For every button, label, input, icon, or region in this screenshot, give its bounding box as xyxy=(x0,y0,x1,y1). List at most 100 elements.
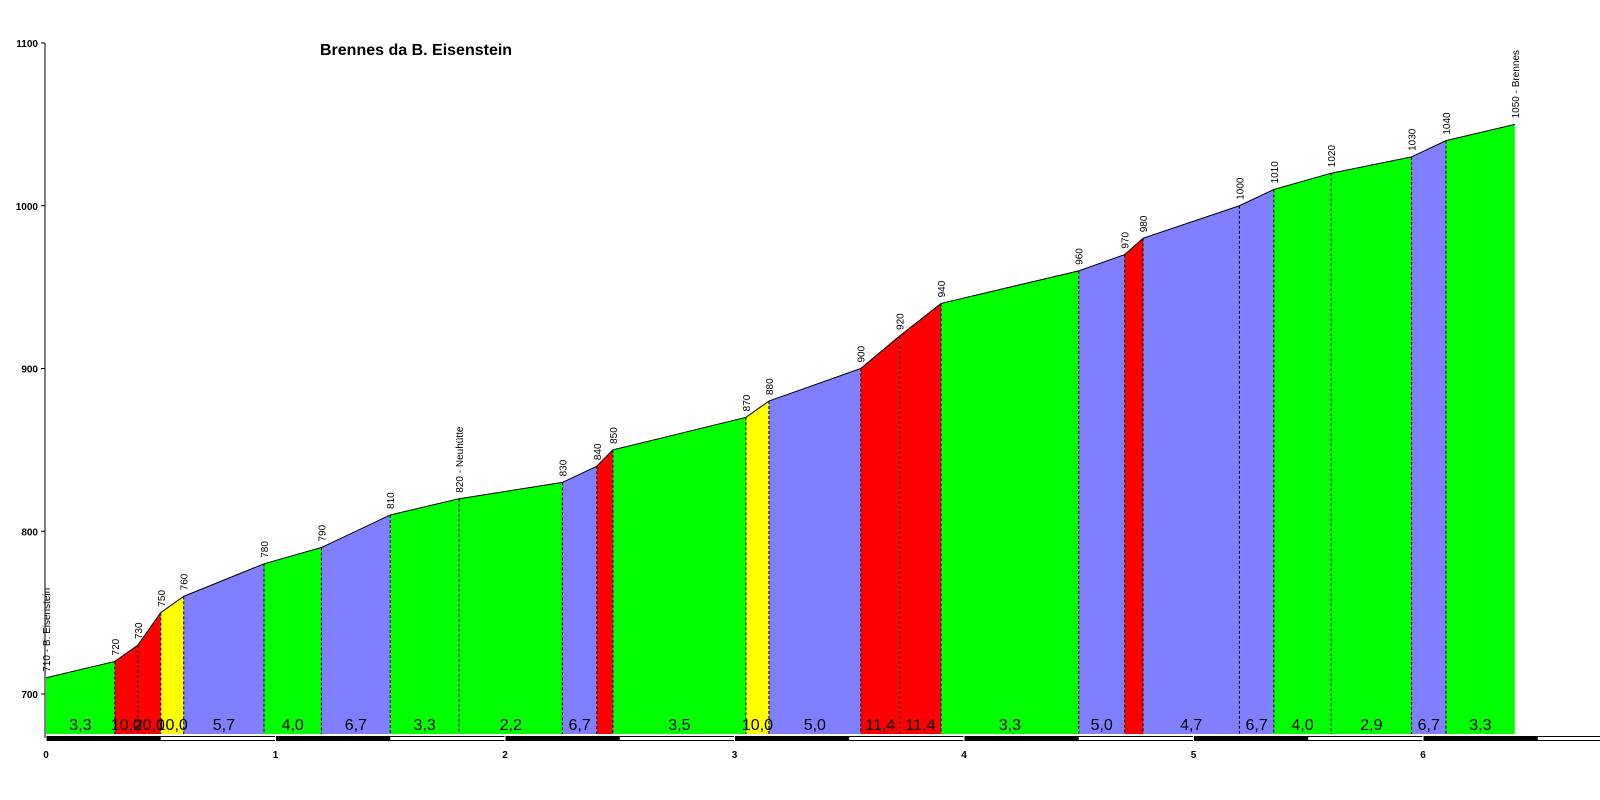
segment-area xyxy=(390,498,460,734)
elevation-label: 1050 - Brennes xyxy=(1511,50,1522,118)
grade-label: 6,7 xyxy=(345,717,367,734)
grade-label: 4,0 xyxy=(282,717,304,734)
elevation-label: 970 xyxy=(1121,231,1132,248)
elevation-label: 760 xyxy=(180,573,191,590)
grade-label: 10,0 xyxy=(111,717,142,734)
elevation-label: 960 xyxy=(1075,248,1086,265)
grade-label: 3,3 xyxy=(69,717,91,734)
grade-label: 5,7 xyxy=(213,717,235,734)
profile-line xyxy=(45,123,1515,679)
grade-label: 5,0 xyxy=(804,717,826,734)
segment-area xyxy=(612,417,746,734)
x-scale-bar-white xyxy=(1308,737,1423,740)
grade-label: 10,0 xyxy=(742,717,773,734)
x-tick-label: 5 xyxy=(1191,750,1197,761)
elevation-label: 720 xyxy=(111,638,122,655)
segment-area xyxy=(768,368,861,734)
segment-area xyxy=(183,563,265,734)
segment-area xyxy=(160,596,184,734)
grade-labels: 3,3 10,020,010,0 5,7 4,0 6,7 3,3 2,2 6,7 3,5 10,0… xyxy=(69,717,1491,734)
x-scale-bar-white xyxy=(1537,737,1600,740)
y-tick-label: 1100 xyxy=(16,39,38,50)
grade-label: 6,7 xyxy=(1418,717,1440,734)
elevation-label: 980 xyxy=(1139,215,1150,232)
y-tick-label: 900 xyxy=(21,365,38,376)
segment-area xyxy=(860,335,900,734)
segment-dividers xyxy=(114,140,1447,734)
segment-area xyxy=(1124,238,1144,735)
grade-label: 4,7 xyxy=(1180,717,1202,734)
segment-area xyxy=(1273,173,1332,734)
elevation-label: 710 - B. Eisenstein xyxy=(42,588,53,672)
segment-area xyxy=(321,514,391,734)
grade-label: 6,7 xyxy=(1245,717,1267,734)
elevation-label: 790 xyxy=(317,524,328,541)
x-scale-bar-white xyxy=(849,737,964,740)
grade-label: 3,3 xyxy=(1469,717,1491,734)
x-scale-bar-white xyxy=(160,737,276,740)
segment-area xyxy=(114,645,138,734)
x-tick-label: 1 xyxy=(273,750,279,761)
segment-area xyxy=(562,466,597,734)
segment-area xyxy=(459,482,563,734)
elevation-label: 1010 xyxy=(1270,161,1281,184)
elevation-label: 870 xyxy=(742,394,753,411)
elevation-label: 830 xyxy=(558,459,569,476)
segment-area xyxy=(1078,254,1125,734)
x-tick-label: 0 xyxy=(43,750,49,761)
elevation-label: 850 xyxy=(609,427,620,444)
segment-area xyxy=(899,303,942,734)
x-tick-label: 3 xyxy=(732,750,738,761)
segment-area xyxy=(137,612,161,734)
elevation-label: 820 - Neuhütte xyxy=(455,426,466,493)
x-scale-bar-white xyxy=(1078,737,1194,740)
grade-label: 11,4 xyxy=(905,717,935,734)
elevation-label: 810 xyxy=(386,492,397,509)
x-scale-bar xyxy=(1423,736,1600,741)
segment-area xyxy=(1331,156,1412,735)
elevation-label: 1000 xyxy=(1235,177,1246,200)
segment-area xyxy=(745,401,769,734)
grade-label: 2,9 xyxy=(1360,717,1382,734)
elevation-label: 1030 xyxy=(1408,128,1419,151)
segment-area xyxy=(1143,205,1240,734)
segment-area xyxy=(596,449,613,734)
segment-area xyxy=(1411,140,1446,734)
elevation-label: 1020 xyxy=(1327,145,1338,168)
segment-area xyxy=(941,270,1079,734)
grade-label: 2,2 xyxy=(500,717,522,734)
x-scale-bar-white xyxy=(619,737,735,740)
y-tick-label: 800 xyxy=(21,527,38,538)
elevation-labels: 710 - B. Eisenstein 720 730 750 760 780 790 810… xyxy=(42,50,1522,672)
segment-area xyxy=(46,661,115,734)
x-tick-label: 6 xyxy=(1420,750,1426,761)
x-scale-bar-white xyxy=(390,737,505,740)
segment-area xyxy=(1445,124,1515,734)
axes: 700 800 900 1000 1100 0 1 2 3 4 5 6 xyxy=(16,39,1600,761)
x-tick-label: 4 xyxy=(961,750,967,761)
grade-label: 20,0 xyxy=(134,717,165,734)
elevation-label: 730 xyxy=(134,622,145,639)
elevation-label: 880 xyxy=(765,378,776,395)
elevation-label: 780 xyxy=(260,541,271,558)
y-tick-label: 1000 xyxy=(16,202,39,213)
x-tick-label: 2 xyxy=(502,750,508,761)
elevation-label: 900 xyxy=(857,345,868,362)
grade-label: 11,4 xyxy=(865,717,895,734)
y-tick-label: 700 xyxy=(21,690,38,701)
segment-area xyxy=(1239,189,1274,735)
grade-label: 5,0 xyxy=(1091,717,1113,734)
profile-outline xyxy=(45,123,1515,679)
grade-label: 6,7 xyxy=(568,717,590,734)
grade-label: 4,0 xyxy=(1291,717,1313,734)
grade-segments xyxy=(46,124,1515,735)
chart-title: Brennes da B. Eisenstein xyxy=(320,42,512,59)
grade-label: 10,0 xyxy=(157,717,188,734)
grade-label: 3,3 xyxy=(999,717,1021,734)
elevation-label: 920 xyxy=(896,313,907,330)
elevation-label: 840 xyxy=(593,443,604,460)
x-tick xyxy=(45,736,47,741)
grade-label: 3,5 xyxy=(668,717,690,734)
grade-label: 3,3 xyxy=(414,717,436,734)
